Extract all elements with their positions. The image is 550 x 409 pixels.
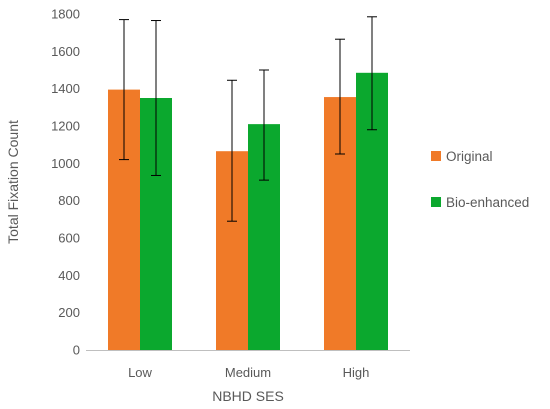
error-bar [227, 79, 237, 222]
y-tick-label: 1200 [51, 119, 80, 134]
x-tick-label: Low [128, 365, 152, 380]
legend-item: Bio-enhanced [431, 195, 529, 210]
y-tick-label: 200 [58, 305, 80, 320]
legend-item: Original [431, 149, 493, 164]
y-axis-title: Total Fixation Count [5, 120, 21, 244]
x-axis-tick-labels: Low Medium High [128, 365, 369, 380]
error-bar [119, 19, 129, 161]
y-tick-label: 0 [73, 343, 80, 358]
x-tick-label: High [343, 365, 370, 380]
y-tick-label: 1400 [51, 81, 80, 96]
error-bar [367, 16, 377, 131]
x-tick-label: Medium [225, 365, 271, 380]
error-bars-layer [119, 16, 377, 222]
legend-label: Bio-enhanced [446, 195, 529, 210]
y-tick-label: 800 [58, 193, 80, 208]
y-tick-label: 1000 [51, 156, 80, 171]
error-bar [151, 20, 161, 176]
legend-swatch [431, 151, 441, 161]
legend-label: Original [446, 149, 493, 164]
legend: Original Bio-enhanced [431, 149, 529, 210]
y-tick-label: 1600 [51, 44, 80, 59]
legend-swatch [431, 197, 441, 207]
error-bar [335, 38, 345, 155]
y-tick-label: 600 [58, 231, 80, 246]
bars-layer [108, 72, 388, 351]
error-bar [259, 69, 269, 181]
y-tick-label: 400 [58, 268, 80, 283]
y-axis-ticks: 0 200 400 600 800 1000 1200 1400 1600 1800 [51, 7, 80, 358]
y-tick-label: 1800 [51, 7, 80, 22]
x-axis-title: NBHD SES [212, 388, 284, 404]
